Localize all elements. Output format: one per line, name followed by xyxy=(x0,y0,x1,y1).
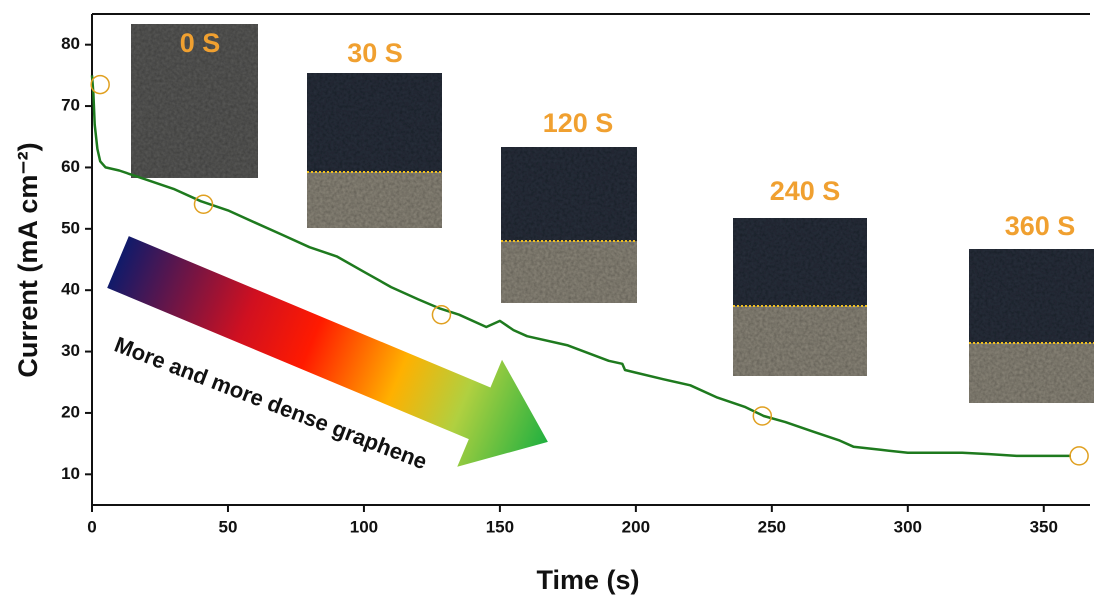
highlight-marker xyxy=(193,194,214,215)
y-tick-label: 10 xyxy=(61,464,80,483)
x-tick-label: 250 xyxy=(758,517,786,536)
highlight-marker xyxy=(90,74,110,95)
x-tick-label: 300 xyxy=(894,517,922,536)
inset-image xyxy=(733,306,867,376)
inset-label: 240 S xyxy=(770,176,841,206)
inset-image xyxy=(307,172,442,228)
y-axis-title: Current (mA cm⁻²) xyxy=(13,142,43,377)
data-line xyxy=(90,75,1071,458)
inset-image xyxy=(501,241,637,303)
gradient-arrow xyxy=(107,236,548,467)
inset-image xyxy=(733,218,867,306)
highlight-marker xyxy=(431,304,452,325)
y-tick-label: 80 xyxy=(61,34,80,53)
inset-image xyxy=(501,147,637,241)
y-tick-label: 40 xyxy=(61,280,80,299)
inset-label: 0 S xyxy=(180,28,221,58)
inset-image xyxy=(131,24,258,178)
arrow-shape xyxy=(107,236,548,467)
x-tick-label: 50 xyxy=(219,517,238,536)
x-tick-label: 350 xyxy=(1030,517,1058,536)
inset-label: 30 S xyxy=(347,38,403,68)
highlight-marker xyxy=(1069,446,1089,466)
x-axis-title: Time (s) xyxy=(536,565,639,595)
x-tick-label: 100 xyxy=(350,517,378,536)
inset-image xyxy=(307,73,442,172)
y-tick-label: 50 xyxy=(61,218,80,237)
x-tick-label: 200 xyxy=(622,517,650,536)
x-tick-label: 150 xyxy=(486,517,514,536)
highlight-marker xyxy=(752,406,773,426)
inset-label: 120 S xyxy=(543,108,614,138)
y-tick-label: 30 xyxy=(61,341,80,360)
inset-image xyxy=(969,343,1094,403)
y-tick-label: 60 xyxy=(61,157,80,176)
y-tick-label: 20 xyxy=(61,402,80,421)
inset-image xyxy=(969,249,1094,343)
x-tick-label: 0 xyxy=(87,517,96,536)
y-tick-label: 70 xyxy=(61,96,80,115)
inset-label: 360 S xyxy=(1005,211,1076,241)
